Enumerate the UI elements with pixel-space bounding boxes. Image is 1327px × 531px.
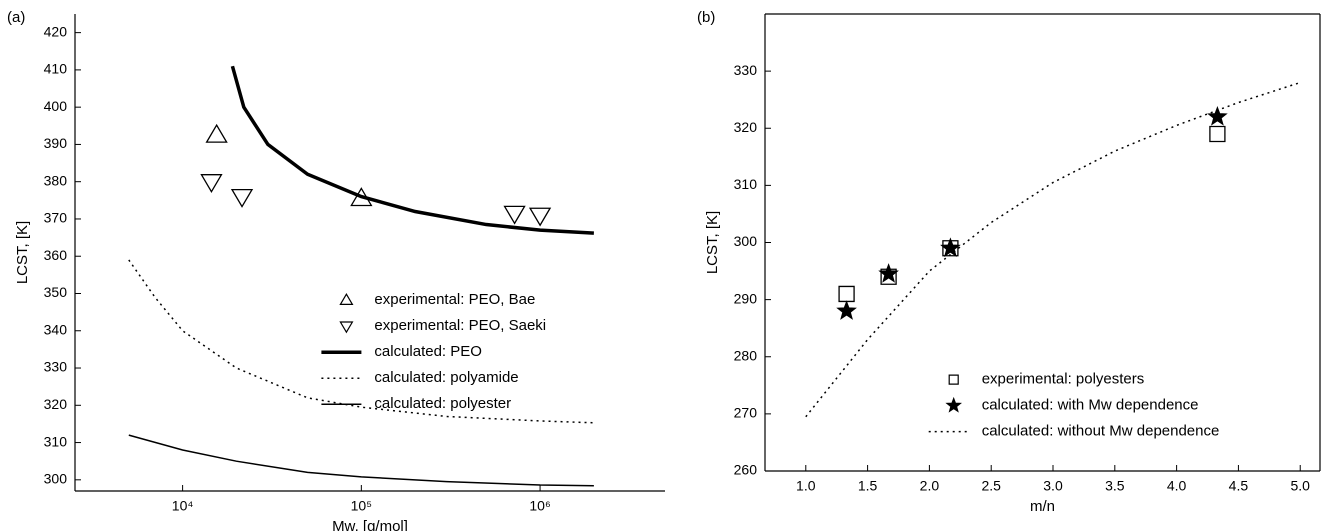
x-tick-label: 10⁶ bbox=[529, 498, 550, 514]
x-tick-label: 1.5 bbox=[858, 478, 878, 494]
marker bbox=[1209, 125, 1226, 143]
marker bbox=[880, 268, 897, 285]
y-axis-label: LCST, [K] bbox=[704, 211, 721, 274]
y-tick-label: 370 bbox=[44, 210, 68, 226]
series-line bbox=[128, 434, 594, 487]
marker bbox=[205, 123, 228, 143]
legend-marker bbox=[948, 374, 959, 385]
legend-label: experimental: polyesters bbox=[982, 371, 1145, 388]
legend-label: calculated: PEO bbox=[374, 343, 482, 360]
marker bbox=[230, 188, 254, 208]
legend-label: calculated: polyamide bbox=[374, 369, 518, 386]
x-tick-label: 3.5 bbox=[1105, 478, 1125, 494]
marker bbox=[503, 205, 526, 225]
x-tick-label: 4.0 bbox=[1167, 478, 1187, 494]
marker bbox=[836, 300, 857, 320]
y-tick-label: 300 bbox=[734, 233, 758, 249]
x-tick-label: 2.5 bbox=[981, 478, 1001, 494]
legend-marker bbox=[945, 396, 962, 413]
y-tick-label: 390 bbox=[44, 135, 68, 151]
series-line bbox=[805, 81, 1301, 418]
x-axis-label: m/n bbox=[1030, 498, 1055, 515]
y-tick-label: 270 bbox=[734, 405, 758, 421]
y-tick-label: 380 bbox=[44, 172, 68, 188]
legend-label: calculated: without Mw dependence bbox=[982, 423, 1220, 440]
y-tick-label: 320 bbox=[734, 119, 758, 135]
panel-label: (a) bbox=[7, 9, 25, 26]
series-line bbox=[230, 65, 594, 235]
marker bbox=[200, 174, 223, 193]
y-tick-label: 330 bbox=[734, 62, 758, 78]
y-tick-label: 310 bbox=[44, 433, 68, 449]
marker bbox=[838, 285, 855, 303]
y-tick-label: 260 bbox=[734, 462, 758, 478]
series-line bbox=[128, 259, 594, 424]
y-tick-label: 410 bbox=[44, 61, 68, 77]
y-tick-label: 340 bbox=[44, 321, 68, 337]
legend-label: calculated: polyester bbox=[374, 395, 511, 412]
marker bbox=[878, 263, 899, 283]
legend-marker bbox=[339, 321, 354, 334]
y-tick-label: 350 bbox=[44, 284, 68, 300]
x-tick-label: 3.0 bbox=[1043, 478, 1063, 494]
x-axis-label: Mw, [g/mol] bbox=[332, 518, 408, 531]
x-tick-label: 2.0 bbox=[920, 478, 940, 494]
y-tick-label: 310 bbox=[734, 176, 758, 192]
y-tick-label: 420 bbox=[44, 23, 68, 39]
marker bbox=[940, 237, 961, 257]
y-tick-label: 320 bbox=[44, 396, 68, 412]
marker bbox=[528, 207, 552, 227]
y-tick-label: 360 bbox=[44, 247, 68, 263]
x-tick-label: 10⁵ bbox=[351, 498, 372, 514]
marker bbox=[942, 240, 959, 257]
legend-marker bbox=[339, 293, 354, 305]
legend-label: calculated: with Mw dependence bbox=[982, 397, 1199, 414]
y-tick-label: 400 bbox=[44, 98, 68, 114]
marker bbox=[1207, 105, 1228, 126]
x-tick-label: 10⁴ bbox=[172, 498, 194, 514]
y-tick-label: 330 bbox=[44, 359, 68, 375]
y-axis-label: LCST, [K] bbox=[14, 221, 31, 284]
y-tick-label: 290 bbox=[734, 290, 758, 306]
legend-label: experimental: PEO, Saeki bbox=[374, 317, 546, 334]
x-tick-label: 5.0 bbox=[1290, 478, 1310, 494]
legend-label: experimental: PEO, Bae bbox=[374, 291, 535, 308]
x-tick-label: 1.0 bbox=[796, 478, 816, 494]
y-tick-label: 300 bbox=[44, 471, 68, 487]
y-tick-label: 280 bbox=[734, 347, 758, 363]
x-tick-label: 4.5 bbox=[1229, 478, 1249, 494]
panel-label: (b) bbox=[697, 9, 715, 26]
